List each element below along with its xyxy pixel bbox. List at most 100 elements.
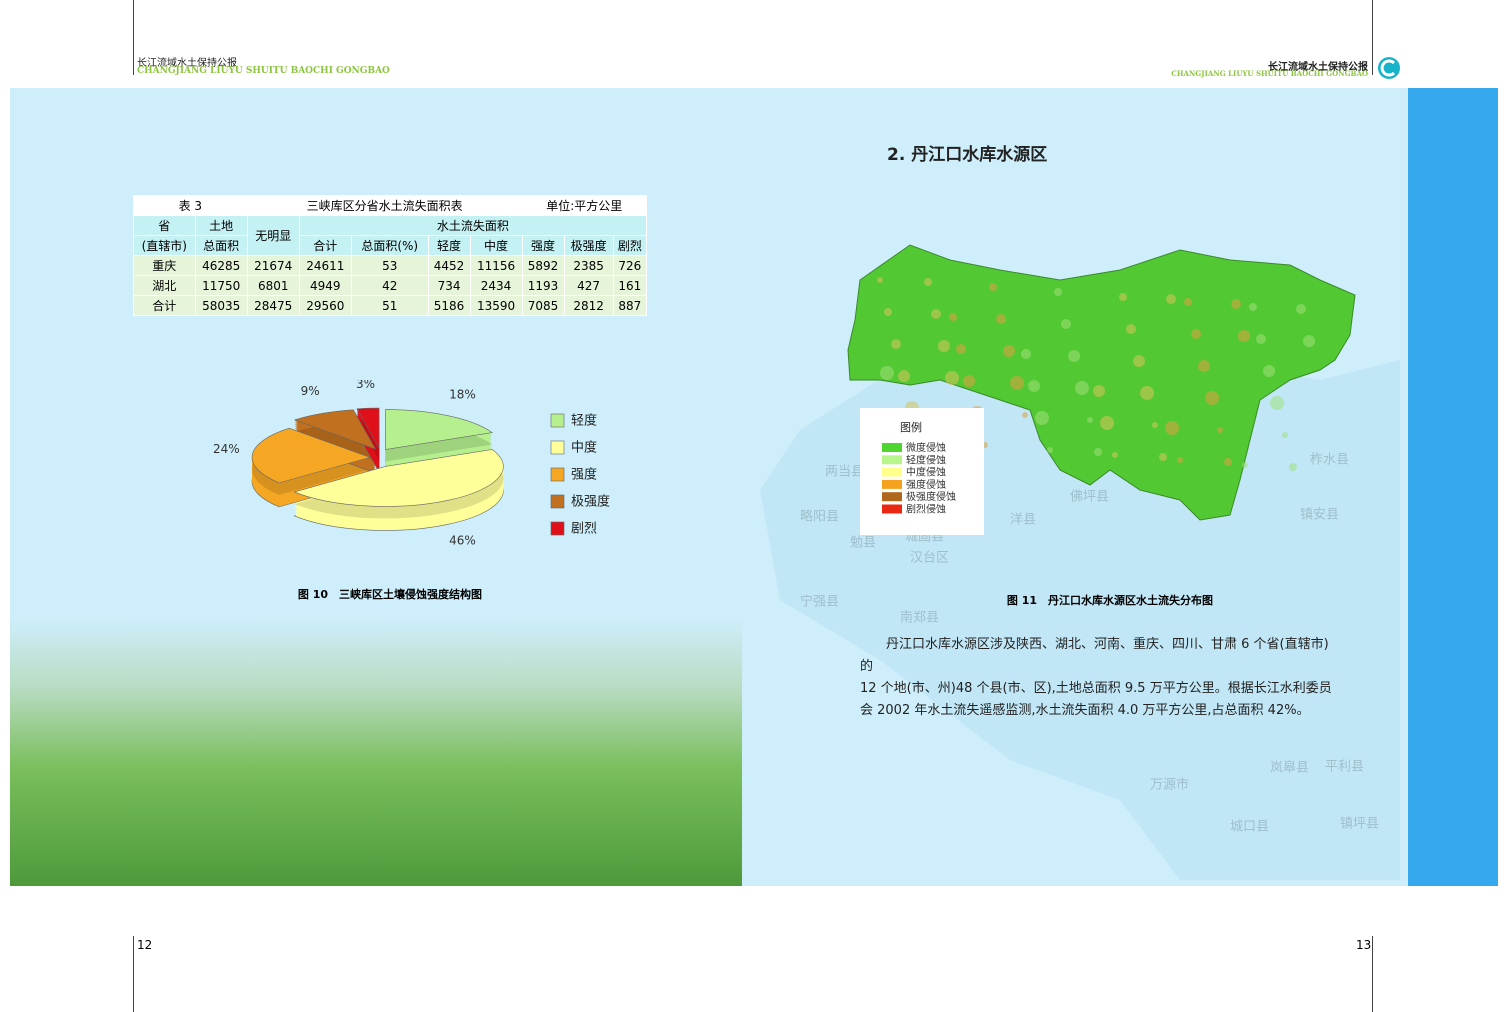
erosion-patch (1303, 335, 1315, 347)
legend-label: 强度侵蚀 (906, 478, 946, 491)
erosion-patch (1231, 299, 1241, 309)
rule (1372, 936, 1373, 1012)
erosion-patch (1256, 334, 1266, 344)
legend-label: 剧烈 (571, 522, 597, 537)
table-row: 合计 58035 28475 29560 51 5186 13590 7085 2812 887 (133, 295, 648, 316)
header-cell: 合计 (298, 235, 352, 256)
table-cell: 6801 (246, 275, 300, 296)
legend-label: 强度 (571, 467, 597, 483)
erosion-patch (938, 340, 950, 352)
place-label: 略阳县 (800, 509, 839, 525)
table-cell: 4452 (427, 255, 471, 276)
erosion-patch (1022, 412, 1028, 418)
table-title: 三峡库区分省水土流失面积表 (246, 195, 523, 216)
data-table: 表 3 三峡库区分省水土流失面积表 单位:平方公里省土地 无明显 水土流失面积 (直辖市)… (133, 195, 648, 316)
erosion-patch (1068, 350, 1080, 362)
erosion-patch (1263, 365, 1275, 377)
header-cell: 水土流失面积 (298, 215, 648, 236)
place-label: 佛坪县 (1070, 490, 1109, 505)
paragraph: 丹江口水库水源区涉及陕西、湖北、河南、重庆、四川、甘肃 6 个省(直辖市)的 12… (860, 634, 1340, 722)
erosion-patch (1159, 453, 1167, 461)
table-cell: 1193 (521, 275, 565, 296)
data-label: 18% (449, 387, 476, 401)
legend-swatch (550, 440, 565, 455)
rule (133, 0, 134, 75)
legend-swatch (550, 467, 565, 482)
erosion-patch (1238, 330, 1250, 342)
table-cell: 7085 (521, 295, 565, 316)
erosion-patch (989, 283, 997, 291)
legend-box (860, 408, 984, 535)
table-cell: 2812 (563, 295, 614, 316)
legend-label: 微度侵蚀 (906, 441, 946, 454)
header-cell: 无明显 (246, 215, 300, 256)
legend-label: 中度 (571, 440, 597, 456)
table-cell: 427 (563, 275, 614, 296)
table-cell: 28475 (246, 295, 300, 316)
place-label: 平利县 (1325, 760, 1364, 775)
logo (1378, 57, 1400, 79)
erosion-patch (1028, 380, 1040, 392)
header-cell: 强度 (521, 235, 565, 256)
place-label: 汉台区 (910, 551, 949, 566)
rule (1372, 0, 1373, 75)
header-cell: 极强度 (563, 235, 614, 256)
header-cell: 省 (133, 215, 196, 236)
pie-slice (293, 449, 504, 507)
legend-swatch (882, 455, 902, 465)
header-cell: 轻度 (427, 235, 471, 256)
erosion-patch (1003, 345, 1015, 357)
table-row: 重庆 46285 21674 24611 53 4452 11156 5892 2385 726 (133, 255, 648, 276)
place-label: 柞水县 (1310, 453, 1349, 468)
legend-label: 剧烈侵蚀 (906, 503, 946, 516)
figure-caption: 图 10 三峡库区土壤侵蚀强度结构图 (297, 588, 483, 601)
data-label: 24% (213, 442, 240, 456)
table-unit: 单位:平方公里 (521, 195, 648, 216)
table-cell: 2385 (563, 255, 614, 276)
table-cell: 53 (350, 255, 429, 276)
legend-label: 极强度侵蚀 (906, 490, 956, 503)
erosion-patch (1021, 349, 1031, 359)
data-label: 46% (449, 534, 476, 548)
header-cell: 剧烈 (612, 235, 648, 256)
side-strip (1408, 88, 1498, 886)
erosion-patch (1093, 385, 1105, 397)
page-number: 13 (1356, 938, 1372, 952)
table-row: 湖北 11750 6801 4949 42 734 2434 1193 427 161 (133, 275, 648, 296)
erosion-patch (1205, 391, 1219, 405)
terrace-photo (10, 620, 742, 886)
erosion-patch (1270, 396, 1284, 410)
data-label: 9% (301, 384, 320, 398)
erosion-patch (1119, 293, 1127, 301)
place-label: 南郑县 (900, 610, 939, 626)
pie-slice (251, 427, 372, 484)
header-cell: (直辖市) (133, 235, 196, 256)
erosion-patch (1126, 324, 1136, 334)
erosion-patch (1282, 432, 1288, 438)
erosion-patch (880, 366, 894, 380)
header-title: 长江流域水土保持公报 (1268, 62, 1368, 73)
legend-label: 轻度 (571, 413, 597, 429)
erosion-patch (1177, 457, 1183, 463)
erosion-patch (1010, 376, 1024, 390)
pie-slice (385, 409, 493, 450)
header-cell: 总面积 (194, 235, 248, 256)
table-cell: 58035 (194, 295, 248, 316)
place-label: 城口县 (1230, 820, 1269, 835)
erosion-patch (945, 371, 959, 385)
erosion-patch (963, 375, 975, 387)
erosion-patch (1184, 298, 1192, 306)
erosion-patch (1094, 448, 1102, 456)
erosion-patch (884, 308, 892, 316)
erosion-patch (1242, 462, 1248, 468)
legend-swatch (550, 521, 565, 536)
page-number: 12 (137, 938, 153, 952)
erosion-patch (1035, 411, 1049, 425)
legend-swatch (550, 413, 565, 428)
erosion-patch (1165, 421, 1179, 435)
table-cell: 51 (350, 295, 429, 316)
legend-label: 中度侵蚀 (906, 466, 946, 479)
legend-title: 图例 (900, 420, 922, 434)
